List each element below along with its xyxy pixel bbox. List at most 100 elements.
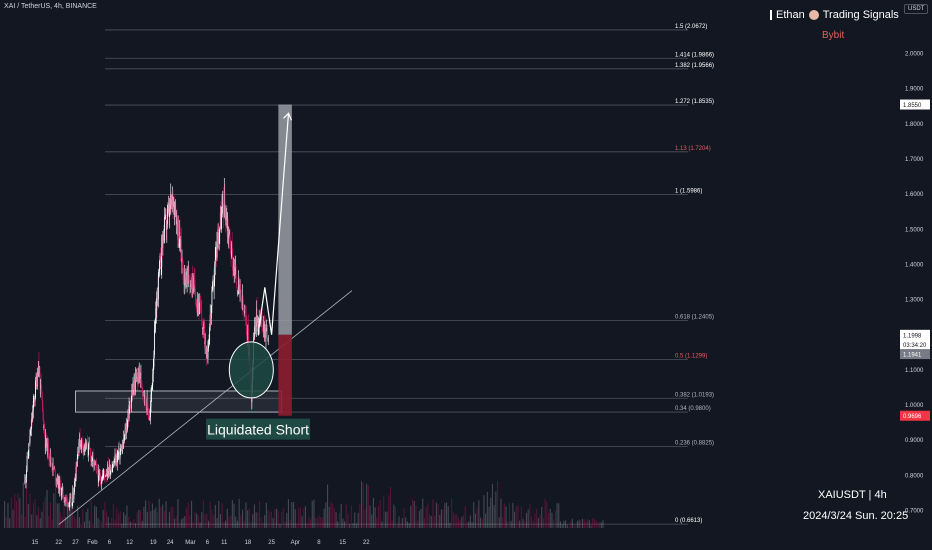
candle-body [192, 276, 194, 289]
candle-body [237, 276, 239, 294]
candle-body [62, 487, 64, 489]
candle-body [68, 502, 70, 508]
candle-body [207, 348, 209, 359]
volume-bar [345, 504, 347, 528]
volume-bar [94, 505, 96, 528]
volume-bar [452, 511, 454, 528]
volume-bar [22, 482, 24, 528]
candle-body [197, 302, 199, 306]
volume-bar [568, 526, 570, 528]
candle-body [239, 280, 240, 294]
volume-bar [129, 521, 131, 528]
candle-body [148, 417, 150, 420]
candle-body [165, 214, 167, 216]
volume-bar [573, 523, 575, 528]
candle-body [130, 407, 132, 409]
volume-bar [192, 521, 194, 528]
volume-bar [89, 520, 91, 528]
candle-body [33, 400, 35, 401]
volume-bar [104, 502, 106, 528]
candle-body [40, 379, 42, 390]
candle-body [93, 457, 94, 467]
candle-body [58, 477, 60, 491]
candle-body [170, 195, 172, 205]
candle-body [266, 328, 268, 329]
volume-bar [293, 501, 295, 528]
fib-label: 0.618 (1.2405) [675, 315, 714, 321]
price-tick: 1.6000 [905, 192, 924, 198]
candle-body [151, 385, 153, 390]
volume-bar [277, 511, 279, 528]
bar-icon [770, 10, 772, 20]
candle-body [214, 258, 216, 265]
volume-bar [388, 495, 390, 528]
candle-body [241, 299, 243, 305]
fib-label: 0.5 (1.1299) [675, 353, 707, 359]
volume-bar [228, 516, 230, 528]
volume-bars [4, 480, 604, 528]
candle-body [56, 479, 57, 482]
volume-bar [216, 518, 218, 528]
fib-label: 0.236 (0.8825) [675, 440, 714, 446]
price-tick: 1.3000 [905, 298, 924, 304]
volume-bar [187, 502, 189, 528]
price-tick: 1.7000 [905, 157, 924, 163]
candle-body [174, 213, 176, 215]
candle-body [201, 320, 203, 330]
volume-bar [259, 500, 261, 528]
volume-bar [418, 510, 420, 528]
candle-body [243, 307, 244, 310]
volume-bar [335, 512, 337, 528]
volume-bar [236, 520, 238, 528]
volume-bar [55, 481, 57, 528]
candle-body [46, 438, 48, 446]
candle-body [84, 443, 85, 448]
volume-bar [90, 500, 92, 528]
volume-bar [157, 512, 159, 528]
target-zone [278, 104, 292, 335]
candle-body [179, 232, 181, 252]
volume-bar [527, 509, 529, 528]
candle-body [97, 474, 99, 483]
volume-bar [468, 521, 470, 528]
volume-bar [24, 516, 26, 528]
fib-label: 1 (1.5986) [675, 189, 702, 195]
volume-bar [459, 520, 461, 528]
volume-bar [439, 515, 441, 528]
volume-bar [133, 519, 135, 528]
volume-bar [100, 521, 102, 528]
candle-body [145, 390, 146, 402]
volume-bar [119, 511, 121, 528]
candle-body [234, 266, 235, 276]
candle-body [208, 341, 210, 346]
candle-body [213, 279, 214, 289]
candle-body [52, 462, 54, 471]
candle-body [240, 284, 242, 290]
candle-body [256, 308, 258, 324]
candle-body [77, 451, 79, 453]
candle-body [190, 284, 191, 288]
volume-bar [576, 520, 578, 528]
quote-currency-badge[interactable]: USDT [904, 4, 929, 14]
candle-body [120, 447, 122, 450]
price-tick: 0.9000 [905, 438, 924, 444]
volume-bar [151, 503, 153, 528]
candle-body [226, 215, 227, 218]
candle-body [60, 484, 62, 496]
candle-body [227, 223, 229, 238]
candle-body [261, 312, 263, 329]
volume-bar [296, 523, 298, 528]
volume-bar [146, 512, 148, 528]
volume-bar [371, 514, 373, 528]
volume-bar [367, 485, 369, 528]
volume-bar [112, 503, 114, 528]
candle-body [217, 241, 218, 243]
volume-bar [587, 518, 589, 528]
candle-body [108, 470, 110, 474]
volume-bar [549, 508, 551, 528]
time-tick: 15 [339, 540, 346, 546]
volume-bar [464, 506, 466, 528]
volume-bar [226, 508, 228, 528]
candle-body [159, 255, 161, 262]
